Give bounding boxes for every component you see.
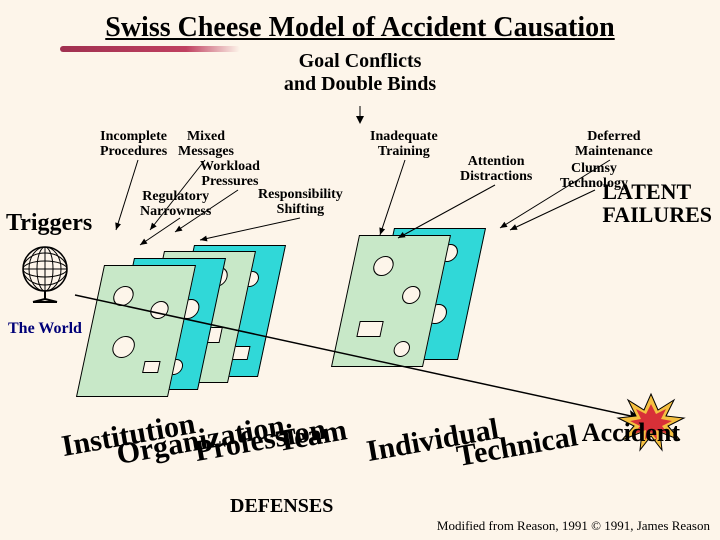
factor-responsibility-shifting: ResponsibilityShifting: [258, 188, 343, 217]
defenses-label: DEFENSES: [230, 495, 333, 518]
factor-incomplete-procedures: IncompleteProcedures: [100, 130, 167, 159]
credit-text: Modified from Reason, 1991 © 1991, James…: [437, 518, 710, 534]
factor-deferred-maintenance: DeferredMaintenance: [575, 130, 653, 159]
factor-inadequate-training: InadequateTraining: [370, 130, 438, 159]
factor-mixed-messages: MixedMessages: [178, 130, 234, 159]
page-title: Swiss Cheese Model of Accident Causation: [0, 0, 720, 44]
factor-attention-distractions: AttentionDistractions: [460, 155, 532, 184]
accent-underline: [60, 46, 240, 52]
subtitle-line2: and Double Binds: [284, 73, 436, 95]
subtitle-line1: Goal Conflicts: [299, 50, 422, 72]
factor-workload-pressures: WorkloadPressures: [200, 160, 260, 189]
latent-l1: LATENT: [602, 179, 691, 204]
factor-regulatory-narrowness: RegulatoryNarrowness: [140, 190, 211, 219]
accident-label: Accident: [582, 418, 680, 448]
subtitle: Goal Conflicts and Double Binds: [0, 50, 720, 96]
globe-icon: [18, 244, 73, 309]
trajectory-arrow: [70, 220, 670, 440]
subtitle-arrow: [350, 106, 370, 126]
